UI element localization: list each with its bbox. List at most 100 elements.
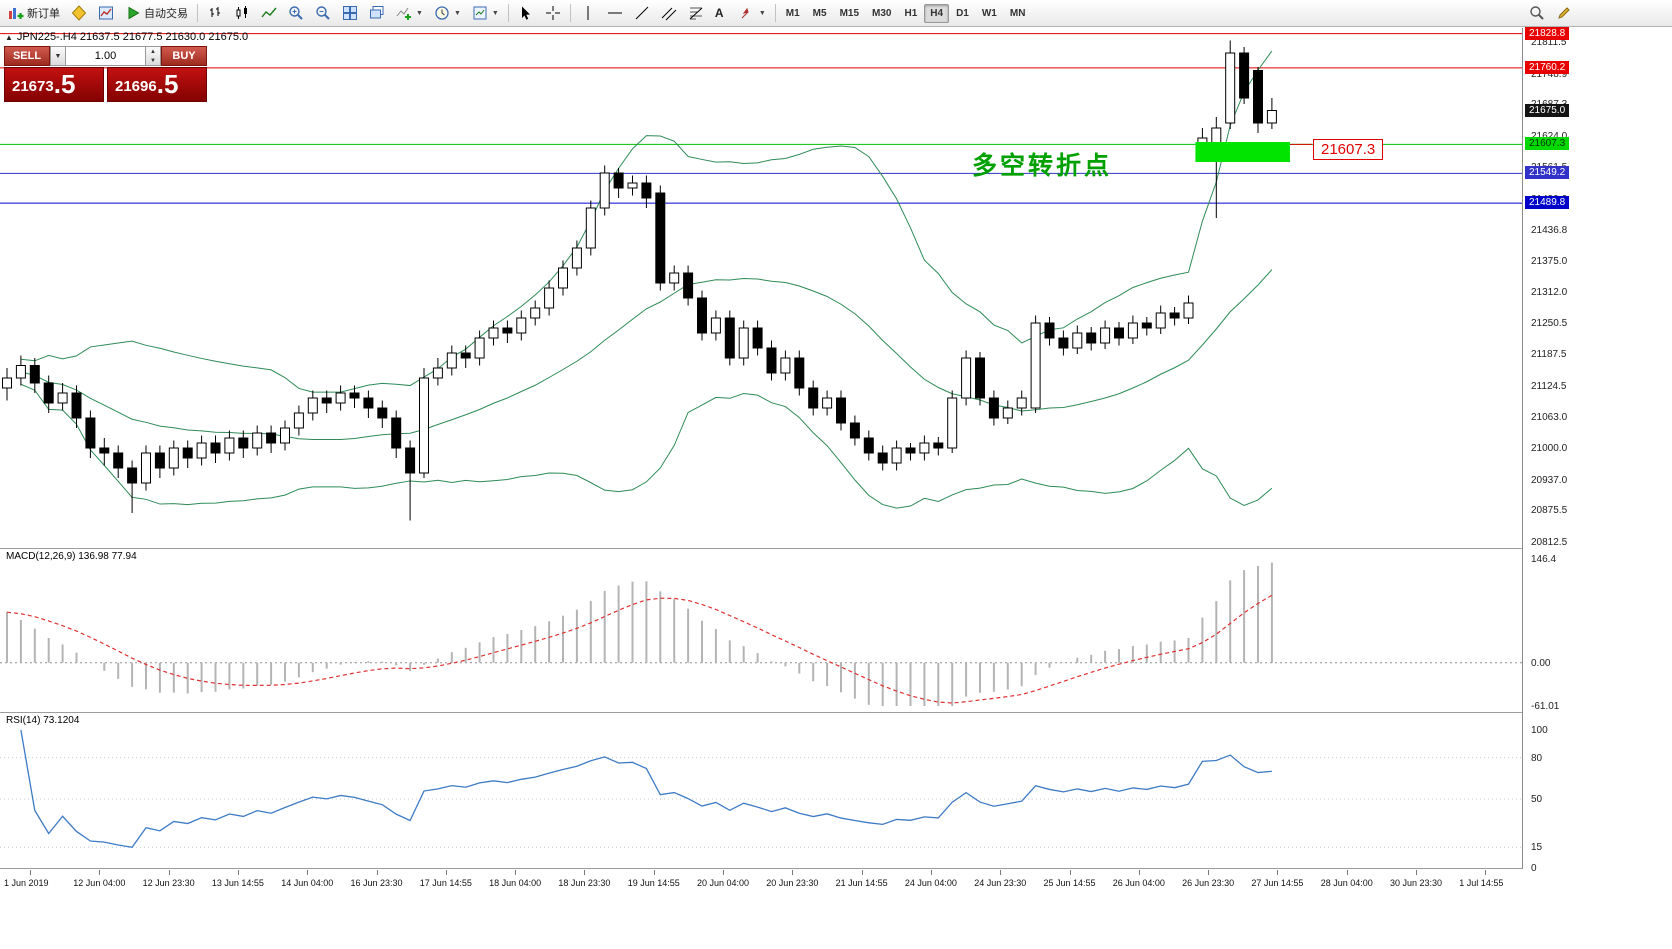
search-button[interactable] — [1524, 2, 1550, 24]
pencil-icon — [1558, 7, 1570, 19]
line-chart-button[interactable] — [256, 2, 282, 24]
pane-divider[interactable] — [0, 548, 1672, 549]
volume-down-icon[interactable]: ▼ — [150, 57, 156, 64]
annotation-text[interactable]: 多空转折点 — [972, 151, 1113, 180]
timeframe-w1[interactable]: W1 — [981, 7, 997, 19]
rsi-axis-label: 80 — [1531, 752, 1543, 764]
trendline-button[interactable] — [629, 2, 655, 24]
trendline-icon — [635, 6, 649, 20]
time-axis-tick — [30, 870, 31, 875]
main-chart[interactable] — [0, 28, 1522, 548]
channel-button[interactable] — [656, 2, 682, 24]
price-axis-label: 21063.0 — [1531, 411, 1568, 423]
zoom-in-button[interactable] — [283, 2, 309, 24]
volume-dropdown-button[interactable]: ▼ — [50, 46, 66, 66]
candlestick-button[interactable] — [229, 2, 255, 24]
text-tool-button[interactable]: A — [710, 2, 733, 24]
cascade-windows-button[interactable] — [364, 2, 390, 24]
bar-chart-button[interactable] — [202, 2, 228, 24]
time-axis-tick — [584, 870, 586, 875]
price-axis-label: 21436.8 — [1531, 224, 1568, 236]
buy-price-panel[interactable]: 21696 .5 — [107, 67, 207, 102]
toolbar-separator — [197, 4, 198, 22]
time-axis-label: 25 Jun 14:55 — [1043, 878, 1096, 888]
timeframe-m30[interactable]: M30 — [872, 7, 892, 19]
time-axis[interactable]: 1 Jun 2019 12 Jun 04:00 12 Jun 23:30 13 Jun… — [0, 869, 1522, 909]
template-icon — [473, 6, 487, 20]
price-axis-label: 20812.5 — [1531, 536, 1568, 548]
tile-windows-icon — [343, 6, 357, 20]
auto-trading-label: 自动交易 — [144, 8, 188, 20]
timeframe-m5[interactable]: M5 — [812, 7, 827, 19]
clock-icon — [435, 6, 449, 20]
fibonacci-button[interactable] — [683, 2, 709, 24]
time-axis-tick — [168, 870, 170, 875]
timeframe-h4[interactable]: H4 — [924, 3, 950, 23]
time-axis-tick — [1138, 870, 1140, 875]
sell-price-panel[interactable]: 21673 .5 — [4, 67, 104, 102]
templates-button[interactable]: ▼ — [467, 2, 504, 24]
time-axis-tick — [99, 870, 101, 875]
time-axis-tick — [930, 870, 932, 875]
macd-pane[interactable] — [0, 549, 1522, 712]
timeframe-mn[interactable]: MN — [1009, 7, 1026, 19]
cascade-windows-icon — [370, 6, 384, 19]
timeframe-m1[interactable]: M1 — [785, 7, 800, 19]
time-axis-tick — [237, 870, 239, 875]
cursor-button[interactable] — [513, 2, 539, 24]
time-axis-label: 27 Jun 14:55 — [1251, 878, 1304, 888]
channel-icon — [661, 7, 677, 21]
timeframe-group: M1 M5 M15 M30 H1 H4 D1 W1 MN — [780, 3, 1032, 23]
new-order-label: 新订单 — [27, 8, 60, 20]
new-order-button[interactable]: 新订单 — [3, 2, 65, 24]
macd-axis-label: -61.01 — [1531, 701, 1560, 712]
properties-button[interactable] — [1551, 2, 1577, 24]
chevron-down-icon: ▼ — [491, 9, 499, 17]
chevron-down-icon: ▼ — [416, 9, 423, 17]
price-axis-label: 21124.5 — [1531, 380, 1567, 392]
zoom-out-button[interactable] — [310, 2, 336, 24]
arrow-shape-icon — [741, 7, 749, 19]
price-axis-label: 21250.5 — [1531, 317, 1568, 329]
price-badge: 21549.2 — [1525, 166, 1570, 180]
time-axis-label: 13 Jun 14:55 — [211, 878, 264, 888]
periods-button[interactable]: ▼ — [429, 2, 466, 24]
timeframe-m15[interactable]: M15 — [839, 7, 860, 19]
crosshair-button[interactable] — [540, 2, 566, 24]
time-axis-label: 18 Jun 04:00 — [489, 878, 542, 888]
volume-up-icon[interactable]: ▲ — [150, 48, 156, 55]
timeframe-d1[interactable]: D1 — [956, 7, 969, 19]
crosshair-icon — [545, 6, 560, 20]
price-badge: 21760.2 — [1525, 60, 1570, 74]
rsi-pane[interactable] — [0, 713, 1522, 868]
sell-button[interactable]: SELL — [4, 46, 50, 66]
time-axis-tick — [1069, 870, 1071, 875]
auto-trading-button[interactable]: 自动交易 — [120, 2, 193, 24]
arrows-tool-button[interactable]: ▼ — [734, 2, 771, 24]
symbol-icon: ▲ — [5, 32, 13, 42]
vertical-line-button[interactable] — [575, 2, 601, 24]
volume-input[interactable]: 1.00 — [66, 46, 146, 66]
macd-indicator-label: MACD(12,26,9) 136.98 77.94 — [6, 551, 137, 562]
bar-chart-icon — [210, 7, 220, 17]
timeframe-h1[interactable]: H1 — [904, 7, 918, 19]
rsi-indicator-label: RSI(14) 73.1204 — [6, 715, 80, 726]
horizontal-line-button[interactable] — [602, 2, 628, 24]
time-axis-label: 1 Jul 14:55 — [1459, 878, 1504, 888]
volume-stepper[interactable]: ▲ ▼ — [146, 46, 161, 66]
price-axis[interactable]: 21811.521748.921687.321624.021561.521499… — [1522, 26, 1672, 874]
price-tag-label[interactable]: 21607.3 — [1313, 139, 1384, 160]
market-watch-button[interactable] — [93, 2, 119, 24]
time-axis-tick — [653, 870, 655, 875]
buy-button[interactable]: BUY — [161, 46, 207, 66]
indicators-button[interactable]: ▼ — [391, 2, 428, 24]
line-chart-icon — [261, 7, 277, 18]
time-axis-label: 17 Jun 14:55 — [419, 878, 472, 888]
tile-windows-button[interactable] — [337, 2, 363, 24]
cursor-icon — [521, 6, 530, 20]
pane-divider[interactable] — [0, 868, 1672, 869]
pane-divider[interactable] — [0, 712, 1672, 713]
metaeditor-button[interactable] — [66, 2, 92, 24]
time-axis-tick — [1346, 870, 1348, 875]
zoom-out-icon — [316, 6, 330, 20]
